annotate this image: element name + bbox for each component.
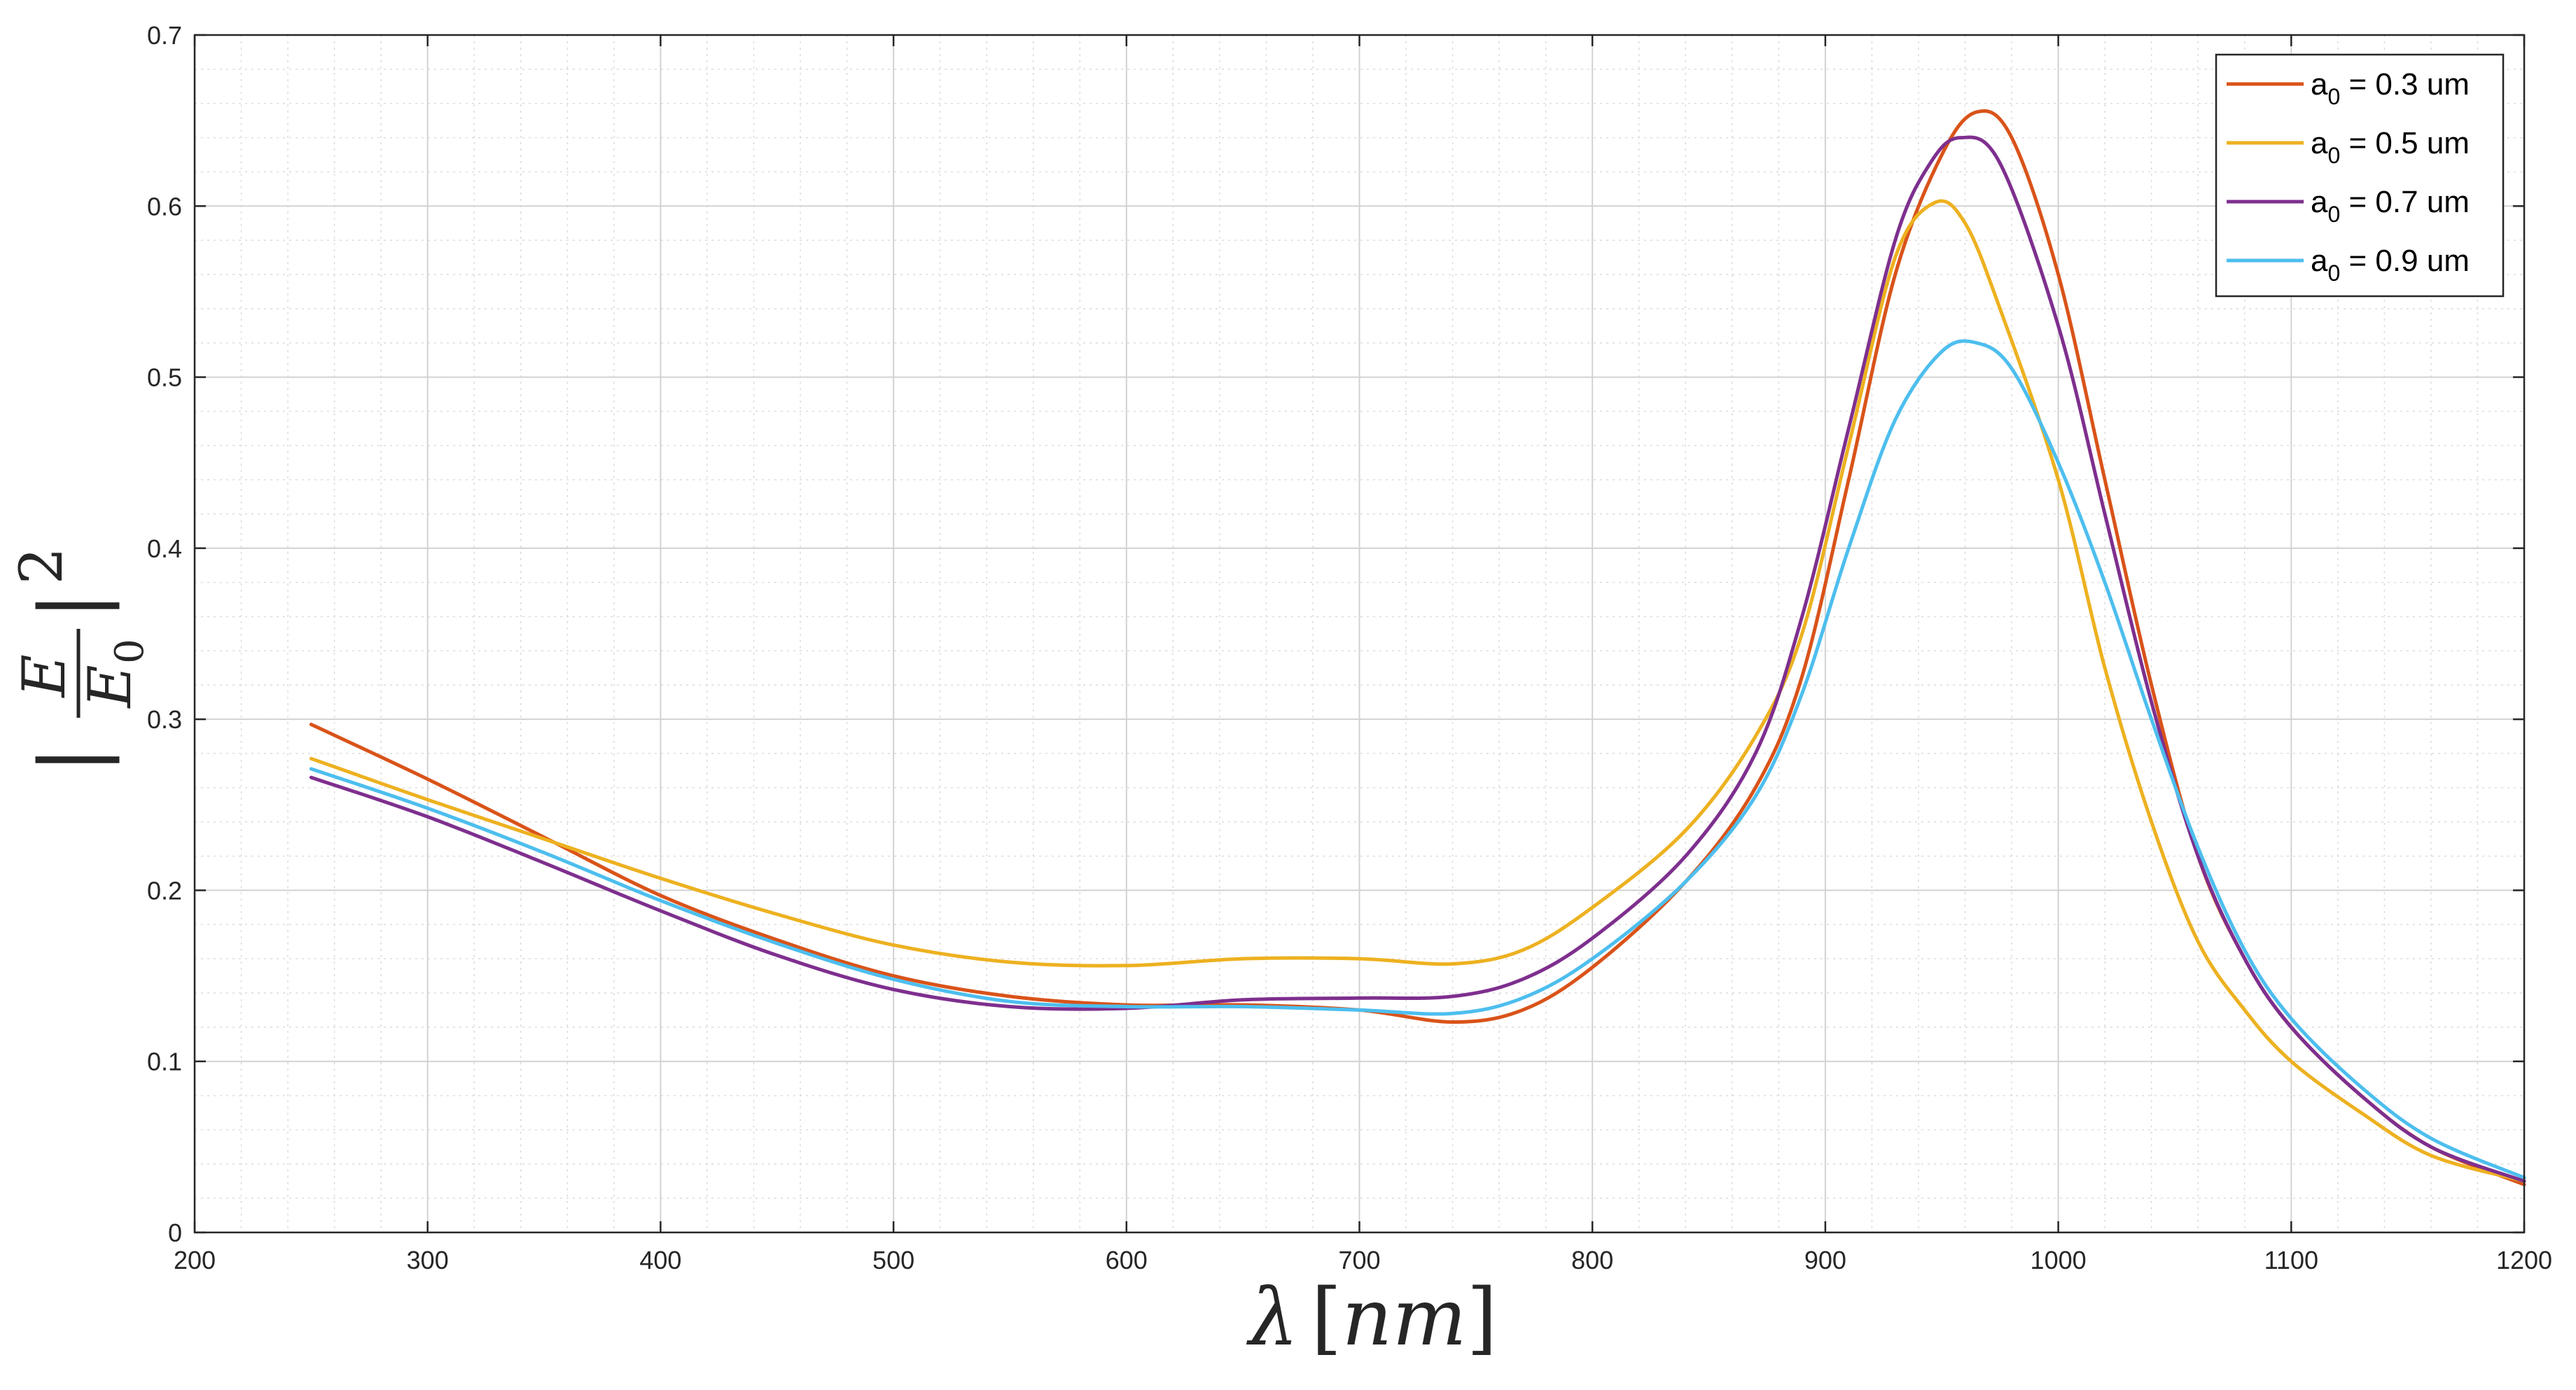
y-tick-label: 0.1 [147,1048,182,1076]
legend-box [2215,53,2505,298]
legend-entry-0: a0 = 0.3 um [2227,67,2470,109]
legend: a0 = 0.3 um a0 = 0.5 um a0 = 0.7 um a0 =… [2215,53,2505,298]
y-axis-bar-right: | [22,592,120,620]
y-axis-denominator: E [76,665,144,709]
legend-label: a0 = 0.5 um [2311,126,2470,168]
legend-entry-1: a0 = 0.5 um [2227,126,2470,168]
series-line-3 [309,339,2526,1180]
y-axis-bar-left: | [22,746,120,774]
x-axis-label: λ [nm] [1246,1272,1498,1363]
x-axis-open-bracket: [ [1311,1272,1342,1363]
legend-entry-3: a0 = 0.9 um [2227,244,2470,286]
series-layer [309,109,2526,1187]
x-tick-label: 1000 [2031,1246,2087,1274]
y-tick-label: 0.3 [147,705,182,734]
x-tick-label: 800 [1571,1246,1613,1274]
y-tick-label: 0.6 [147,192,182,221]
y-tick-label: 0 [168,1218,182,1247]
x-tick-label: 1200 [2496,1246,2552,1274]
ticks-layer: 200 300 400 500 600 700 800 900 1000 1100 1200 0 0.1… [147,21,2552,1274]
legend-label: a0 = 0.9 um [2311,244,2470,286]
y-tick-label: 0.2 [147,876,182,905]
y-tick-label: 0.4 [147,534,182,563]
x-tick-label: 1100 [2264,1246,2318,1274]
x-tick-label: 400 [639,1246,681,1274]
x-axis-lambda: λ [1246,1272,1299,1363]
legend-entry-2: a0 = 0.7 um [2227,185,2470,227]
y-axis-exponent: 2 [7,547,76,584]
x-tick-label: 300 [407,1246,449,1274]
x-axis-close-bracket: ] [1467,1272,1498,1363]
y-tick-label: 0.7 [147,21,182,50]
x-tick-label: 500 [872,1246,914,1274]
y-tick-label: 0.5 [147,363,182,392]
x-tick-label: 900 [1804,1246,1846,1274]
series-line-2 [309,135,2526,1183]
y-axis-numerator: E [10,654,78,698]
legend-label: a0 = 0.3 um [2311,67,2470,109]
y-axis-subscript: 0 [107,639,153,664]
x-tick-label: 700 [1338,1246,1380,1274]
y-axis-label: | E E 0 | 2 [7,547,153,774]
x-tick-label: 600 [1106,1246,1148,1274]
legend-label: a0 = 0.7 um [2311,185,2470,227]
x-tick-label: 200 [174,1246,216,1274]
x-axis-unit: nm [1342,1272,1466,1363]
